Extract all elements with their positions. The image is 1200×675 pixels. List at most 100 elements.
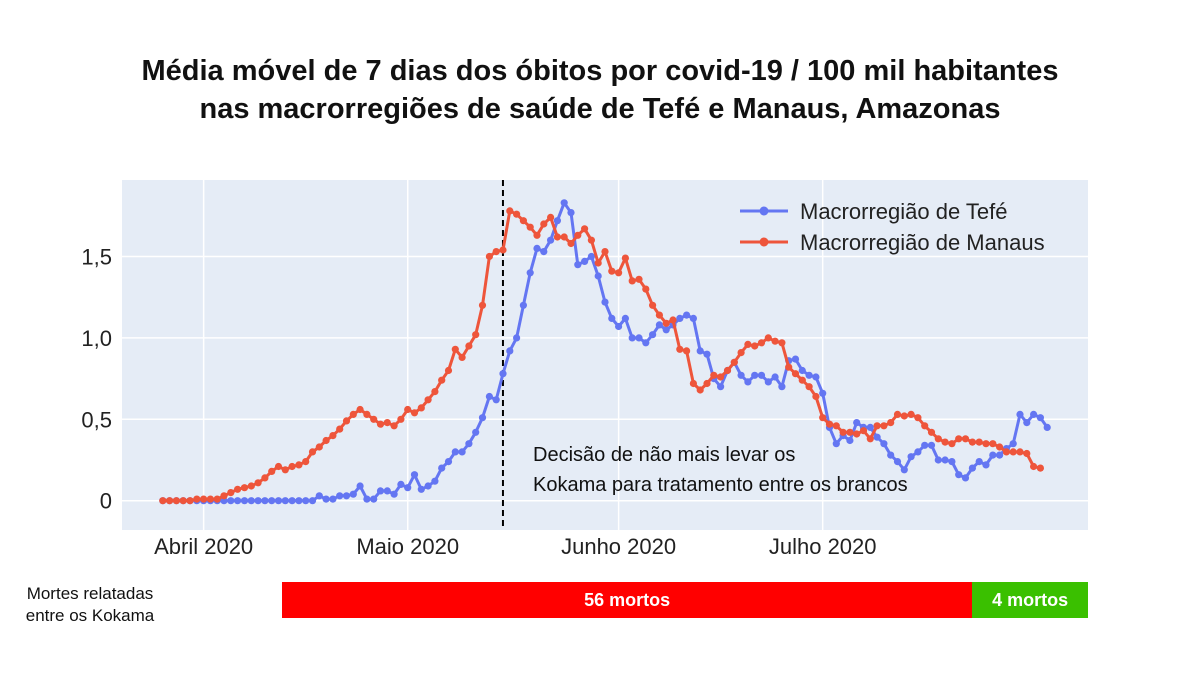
data-point <box>329 432 337 440</box>
data-point <box>424 482 432 490</box>
data-point <box>635 275 643 283</box>
data-point <box>921 441 929 449</box>
data-point <box>397 415 405 423</box>
legend-label-manaus: Macrorregião de Manaus <box>800 230 1045 255</box>
data-point <box>893 410 902 418</box>
data-point <box>853 430 861 438</box>
data-point <box>329 495 337 503</box>
data-point <box>574 231 582 239</box>
data-point <box>921 422 929 430</box>
legend-item-manaus[interactable]: Macrorregião de Manaus <box>740 230 1045 255</box>
data-point <box>669 316 677 324</box>
data-point <box>744 340 752 348</box>
legend-item-tefe[interactable]: Macrorregião de Tefé <box>740 199 1008 224</box>
data-point <box>499 246 507 254</box>
data-point <box>574 261 582 269</box>
data-point <box>506 207 514 215</box>
data-point <box>1016 410 1024 418</box>
data-point <box>363 410 371 418</box>
legend-label-tefe: Macrorregião de Tefé <box>800 199 1008 224</box>
data-point <box>438 376 446 384</box>
data-point <box>302 497 310 505</box>
data-point <box>356 482 364 490</box>
data-point <box>975 438 983 446</box>
data-point <box>642 339 650 347</box>
data-point <box>594 272 602 280</box>
data-point <box>533 244 541 252</box>
data-point <box>744 378 752 386</box>
annotation-line-1: Decisão de não mais levar os <box>533 444 795 466</box>
deaths-bar-label-line-2: entre os Kokama <box>25 606 155 625</box>
data-point <box>261 497 269 505</box>
data-point <box>533 231 541 239</box>
data-point <box>798 376 806 384</box>
data-point <box>560 233 568 241</box>
data-point <box>778 339 786 347</box>
data-point <box>547 236 555 244</box>
data-point <box>376 420 385 428</box>
data-point <box>757 339 766 347</box>
data-point <box>492 396 500 404</box>
data-point <box>914 448 922 456</box>
data-point <box>683 311 691 319</box>
data-point <box>553 217 562 225</box>
data-point <box>819 414 827 422</box>
data-point <box>703 350 711 358</box>
data-point <box>268 467 276 475</box>
y-tick-label: 1,5 <box>81 245 112 270</box>
data-point <box>370 495 378 503</box>
data-point <box>227 497 235 505</box>
data-point <box>839 428 847 436</box>
data-point <box>404 484 412 492</box>
data-point <box>941 456 949 464</box>
data-point <box>751 342 759 350</box>
data-point <box>349 410 357 418</box>
data-point <box>540 220 548 228</box>
data-point <box>778 383 786 391</box>
data-point <box>927 441 936 449</box>
data-point <box>798 366 806 375</box>
data-point <box>710 371 718 379</box>
data-point <box>907 410 915 418</box>
data-point <box>513 334 521 342</box>
data-point <box>812 392 820 401</box>
data-point <box>431 388 439 396</box>
title-line-1: Média móvel de 7 dias dos óbitos por cov… <box>141 55 1059 87</box>
data-point <box>635 334 643 342</box>
data-point <box>1009 448 1017 456</box>
data-point <box>404 405 412 414</box>
data-point <box>873 433 881 441</box>
legend-marker-tefe <box>759 206 769 216</box>
chart-title: Média móvel de 7 dias dos óbitos por cov… <box>0 52 1200 128</box>
data-point <box>887 419 895 427</box>
data-point <box>996 451 1004 459</box>
data-point <box>594 259 602 267</box>
data-point <box>615 322 623 331</box>
data-point <box>206 495 214 503</box>
data-point <box>254 497 262 505</box>
legend[interactable]: Macrorregião de Tefé Macrorregião de Man… <box>740 199 1045 255</box>
data-point <box>941 438 949 446</box>
data-point <box>608 267 616 275</box>
data-point <box>159 497 167 505</box>
data-point <box>825 420 834 428</box>
data-point <box>581 257 589 265</box>
data-point <box>649 331 657 339</box>
data-point <box>308 448 317 456</box>
data-point <box>914 414 922 422</box>
data-point <box>696 347 704 355</box>
y-tick-label: 0,5 <box>81 407 112 432</box>
data-point <box>819 389 827 397</box>
data-point <box>832 422 840 430</box>
data-point <box>179 497 187 505</box>
data-point <box>683 347 691 355</box>
data-point <box>1036 464 1044 472</box>
data-point <box>547 213 555 221</box>
deaths-bar-green-segment: 4 mortos <box>972 582 1088 618</box>
data-point <box>274 462 283 471</box>
data-point <box>492 248 500 256</box>
data-point <box>349 490 357 498</box>
data-point <box>390 490 398 498</box>
data-point <box>934 456 942 464</box>
data-point <box>859 427 868 435</box>
